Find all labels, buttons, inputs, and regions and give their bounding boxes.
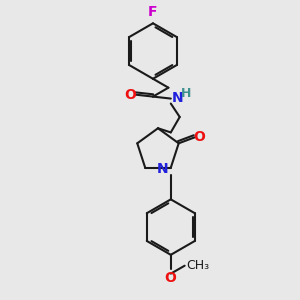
Text: H: H (181, 87, 191, 100)
Text: O: O (194, 130, 206, 144)
Text: O: O (124, 88, 136, 102)
Text: O: O (164, 271, 176, 285)
Text: N: N (172, 91, 183, 105)
Text: N: N (157, 162, 169, 176)
Text: F: F (148, 5, 158, 20)
Text: CH₃: CH₃ (187, 259, 210, 272)
